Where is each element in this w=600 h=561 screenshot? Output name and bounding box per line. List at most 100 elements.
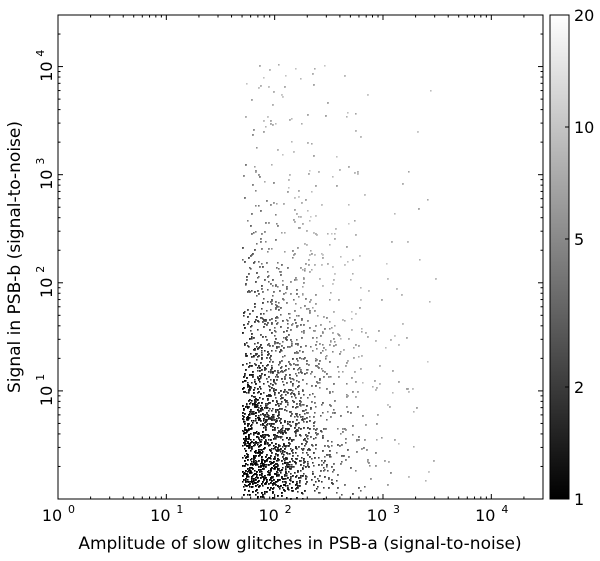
histogram-bin — [306, 369, 308, 371]
histogram-bin — [302, 389, 304, 391]
histogram-bin — [251, 427, 253, 429]
histogram-bin — [322, 350, 324, 352]
histogram-bin — [277, 427, 279, 429]
histogram-bin — [294, 394, 296, 396]
histogram-bin — [254, 343, 256, 345]
histogram-bin — [281, 436, 283, 438]
histogram-bin — [265, 241, 267, 243]
histogram-bin — [249, 413, 251, 415]
histogram-bin — [254, 166, 256, 168]
histogram-bin — [257, 329, 259, 331]
histogram-bin — [385, 347, 387, 349]
histogram-bin — [269, 390, 271, 392]
histogram-bin — [282, 439, 284, 441]
histogram-bin — [283, 337, 285, 339]
histogram-bin — [252, 404, 254, 406]
histogram-bin — [282, 356, 284, 358]
histogram-bin — [301, 358, 303, 360]
histogram-bin — [314, 421, 316, 423]
histogram-bin — [268, 470, 270, 472]
histogram-bin — [287, 453, 289, 455]
histogram-bin — [276, 400, 278, 402]
histogram-bin — [350, 279, 352, 281]
histogram-bin — [257, 405, 259, 407]
histogram-bin — [280, 472, 282, 474]
histogram-bin — [264, 416, 266, 418]
histogram-bin — [270, 372, 272, 374]
histogram-bin — [342, 455, 344, 457]
histogram-bin — [274, 335, 276, 337]
histogram-bin — [316, 434, 318, 436]
histogram-bin — [282, 463, 284, 465]
histogram-bin — [244, 375, 246, 377]
histogram-bin — [250, 330, 252, 332]
histogram-bin — [283, 454, 285, 456]
histogram-bin — [351, 311, 353, 313]
histogram-bin — [278, 403, 280, 405]
histogram-bin — [268, 402, 270, 404]
histogram-bin — [336, 156, 338, 158]
histogram-bin — [249, 444, 251, 446]
histogram-bin — [276, 460, 278, 462]
histogram-bin — [263, 298, 265, 300]
histogram-bin — [268, 415, 270, 417]
histogram-bin — [269, 408, 271, 410]
histogram-bin — [285, 394, 287, 396]
histogram-bin — [318, 492, 320, 494]
histogram-bin — [257, 417, 259, 419]
histogram-bin — [264, 441, 266, 443]
histogram-bin — [250, 326, 252, 328]
histogram-bin — [271, 248, 273, 250]
histogram-bin — [242, 457, 244, 459]
histogram-bin — [268, 457, 270, 459]
histogram-bin — [261, 471, 263, 473]
histogram-bin — [282, 481, 284, 483]
histogram-bin — [306, 412, 308, 414]
histogram-bin — [277, 286, 279, 288]
histogram-bin — [297, 429, 299, 431]
histogram-bin — [311, 269, 313, 271]
histogram-bin — [274, 457, 276, 459]
histogram-bin — [304, 270, 306, 272]
histogram-bin — [262, 451, 264, 453]
histogram-bin — [242, 259, 244, 261]
histogram-bin — [292, 385, 294, 387]
histogram-bin — [277, 464, 279, 466]
histogram-bin — [265, 414, 267, 416]
histogram-bin — [257, 370, 259, 372]
histogram-bin — [270, 461, 272, 463]
histogram-bin — [291, 341, 293, 343]
histogram-bin — [296, 487, 298, 489]
histogram-bin — [282, 381, 284, 383]
histogram-bin — [271, 164, 273, 166]
histogram-bin — [331, 327, 333, 329]
histogram-bin — [288, 471, 290, 473]
histogram-bin — [369, 465, 371, 467]
histogram-bin — [419, 259, 421, 261]
histogram-bin — [321, 460, 323, 462]
histogram-bin — [326, 355, 328, 357]
histogram-bin — [413, 411, 415, 413]
histogram-bin — [266, 416, 268, 418]
histogram-bin — [257, 392, 259, 394]
histogram-bin — [257, 403, 259, 405]
histogram-bin — [247, 481, 249, 483]
histogram-bin — [253, 356, 255, 358]
histogram-bin — [324, 456, 326, 458]
histogram-bin — [292, 390, 294, 392]
histogram-bin — [312, 393, 314, 395]
histogram-bin — [255, 494, 257, 496]
histogram-bin — [282, 467, 284, 469]
histogram-bin — [314, 68, 316, 70]
histogram-bin — [313, 465, 315, 467]
histogram-bin — [257, 367, 259, 369]
histogram-bin — [307, 465, 309, 467]
histogram-bin — [310, 346, 312, 348]
histogram-bin — [258, 432, 260, 434]
histogram-bin — [280, 398, 282, 400]
histogram-bin — [313, 438, 315, 440]
histogram-bin — [364, 486, 366, 488]
plot-background — [58, 15, 543, 499]
histogram-bin — [281, 350, 283, 352]
